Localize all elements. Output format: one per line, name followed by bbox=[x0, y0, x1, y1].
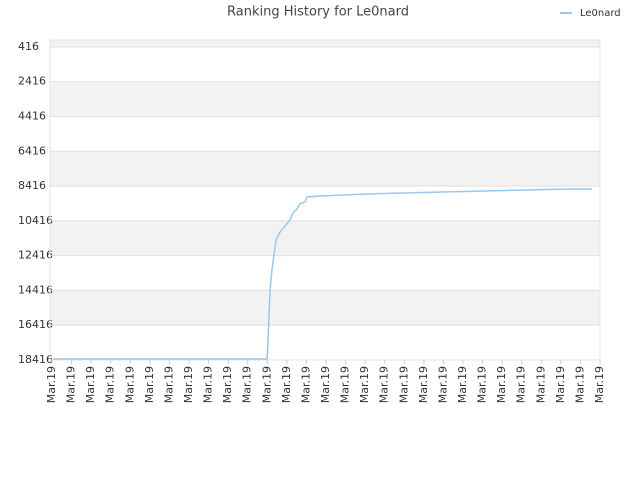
y-tick-label: 16416 bbox=[18, 318, 53, 331]
x-tick-label: Mar.19 bbox=[593, 366, 606, 403]
x-tick-label: Mar.19 bbox=[260, 366, 273, 403]
x-tick-label: Mar.19 bbox=[84, 366, 97, 403]
band bbox=[50, 220, 600, 256]
x-tick-label: Mar.19 bbox=[319, 366, 332, 403]
x-tick-label: Mar.19 bbox=[182, 366, 195, 403]
y-tick-label: 6416 bbox=[18, 144, 46, 157]
x-tick-label: Mar.19 bbox=[162, 366, 175, 403]
x-tick-label: Mar.19 bbox=[515, 366, 528, 403]
x-tick-label: Mar.19 bbox=[436, 366, 449, 403]
x-tick-label: Mar.19 bbox=[104, 366, 117, 403]
plot-border bbox=[49, 39, 601, 361]
y-tick-label: 8416 bbox=[18, 179, 46, 192]
chart-title: Ranking History for Le0nard bbox=[227, 5, 409, 20]
y-tick-label: 18416 bbox=[18, 353, 53, 366]
x-tick-label: Mar.19 bbox=[221, 366, 234, 403]
x-tick-label: Mar.19 bbox=[378, 366, 391, 403]
x-tick-label: Mar.19 bbox=[476, 366, 489, 403]
band bbox=[50, 40, 600, 47]
x-tick-label: Mar.19 bbox=[202, 366, 215, 403]
line bbox=[52, 188, 592, 360]
x-tick-label: Mar.19 bbox=[241, 366, 254, 403]
x-tick-label: Mar.19 bbox=[339, 366, 352, 403]
x-tick-label: Mar.19 bbox=[65, 366, 78, 403]
legend-label: Le0nard bbox=[580, 8, 621, 19]
x-tick-label: Mar.19 bbox=[554, 366, 567, 403]
band bbox=[50, 290, 600, 326]
y-tick-label: 12416 bbox=[18, 249, 53, 262]
x-tick-label: Mar.19 bbox=[534, 366, 547, 403]
x-tick-label: Mar.19 bbox=[397, 366, 410, 403]
x-tick-label: Mar.19 bbox=[417, 366, 430, 403]
x-tick-label: Mar.19 bbox=[123, 366, 136, 403]
x-tick-label: Mar.19 bbox=[45, 366, 58, 403]
band bbox=[50, 151, 600, 187]
band bbox=[50, 81, 600, 117]
x-tick-label: Mar.19 bbox=[358, 366, 371, 403]
y-tick-label: 10416 bbox=[18, 214, 53, 227]
x-tick-label: Mar.19 bbox=[495, 366, 508, 403]
y-tick-label: 416 bbox=[18, 40, 39, 53]
x-tick-label: Mar.19 bbox=[280, 366, 293, 403]
y-tick-label: 2416 bbox=[18, 75, 46, 88]
x-tick-label: Mar.19 bbox=[456, 366, 469, 403]
y-tick-label: 4416 bbox=[18, 110, 46, 123]
y-tick-label: 14416 bbox=[18, 283, 53, 296]
x-tick-label: Mar.19 bbox=[299, 366, 312, 403]
x-tick-label: Mar.19 bbox=[143, 366, 156, 403]
x-tick-label: Mar.19 bbox=[573, 366, 586, 403]
